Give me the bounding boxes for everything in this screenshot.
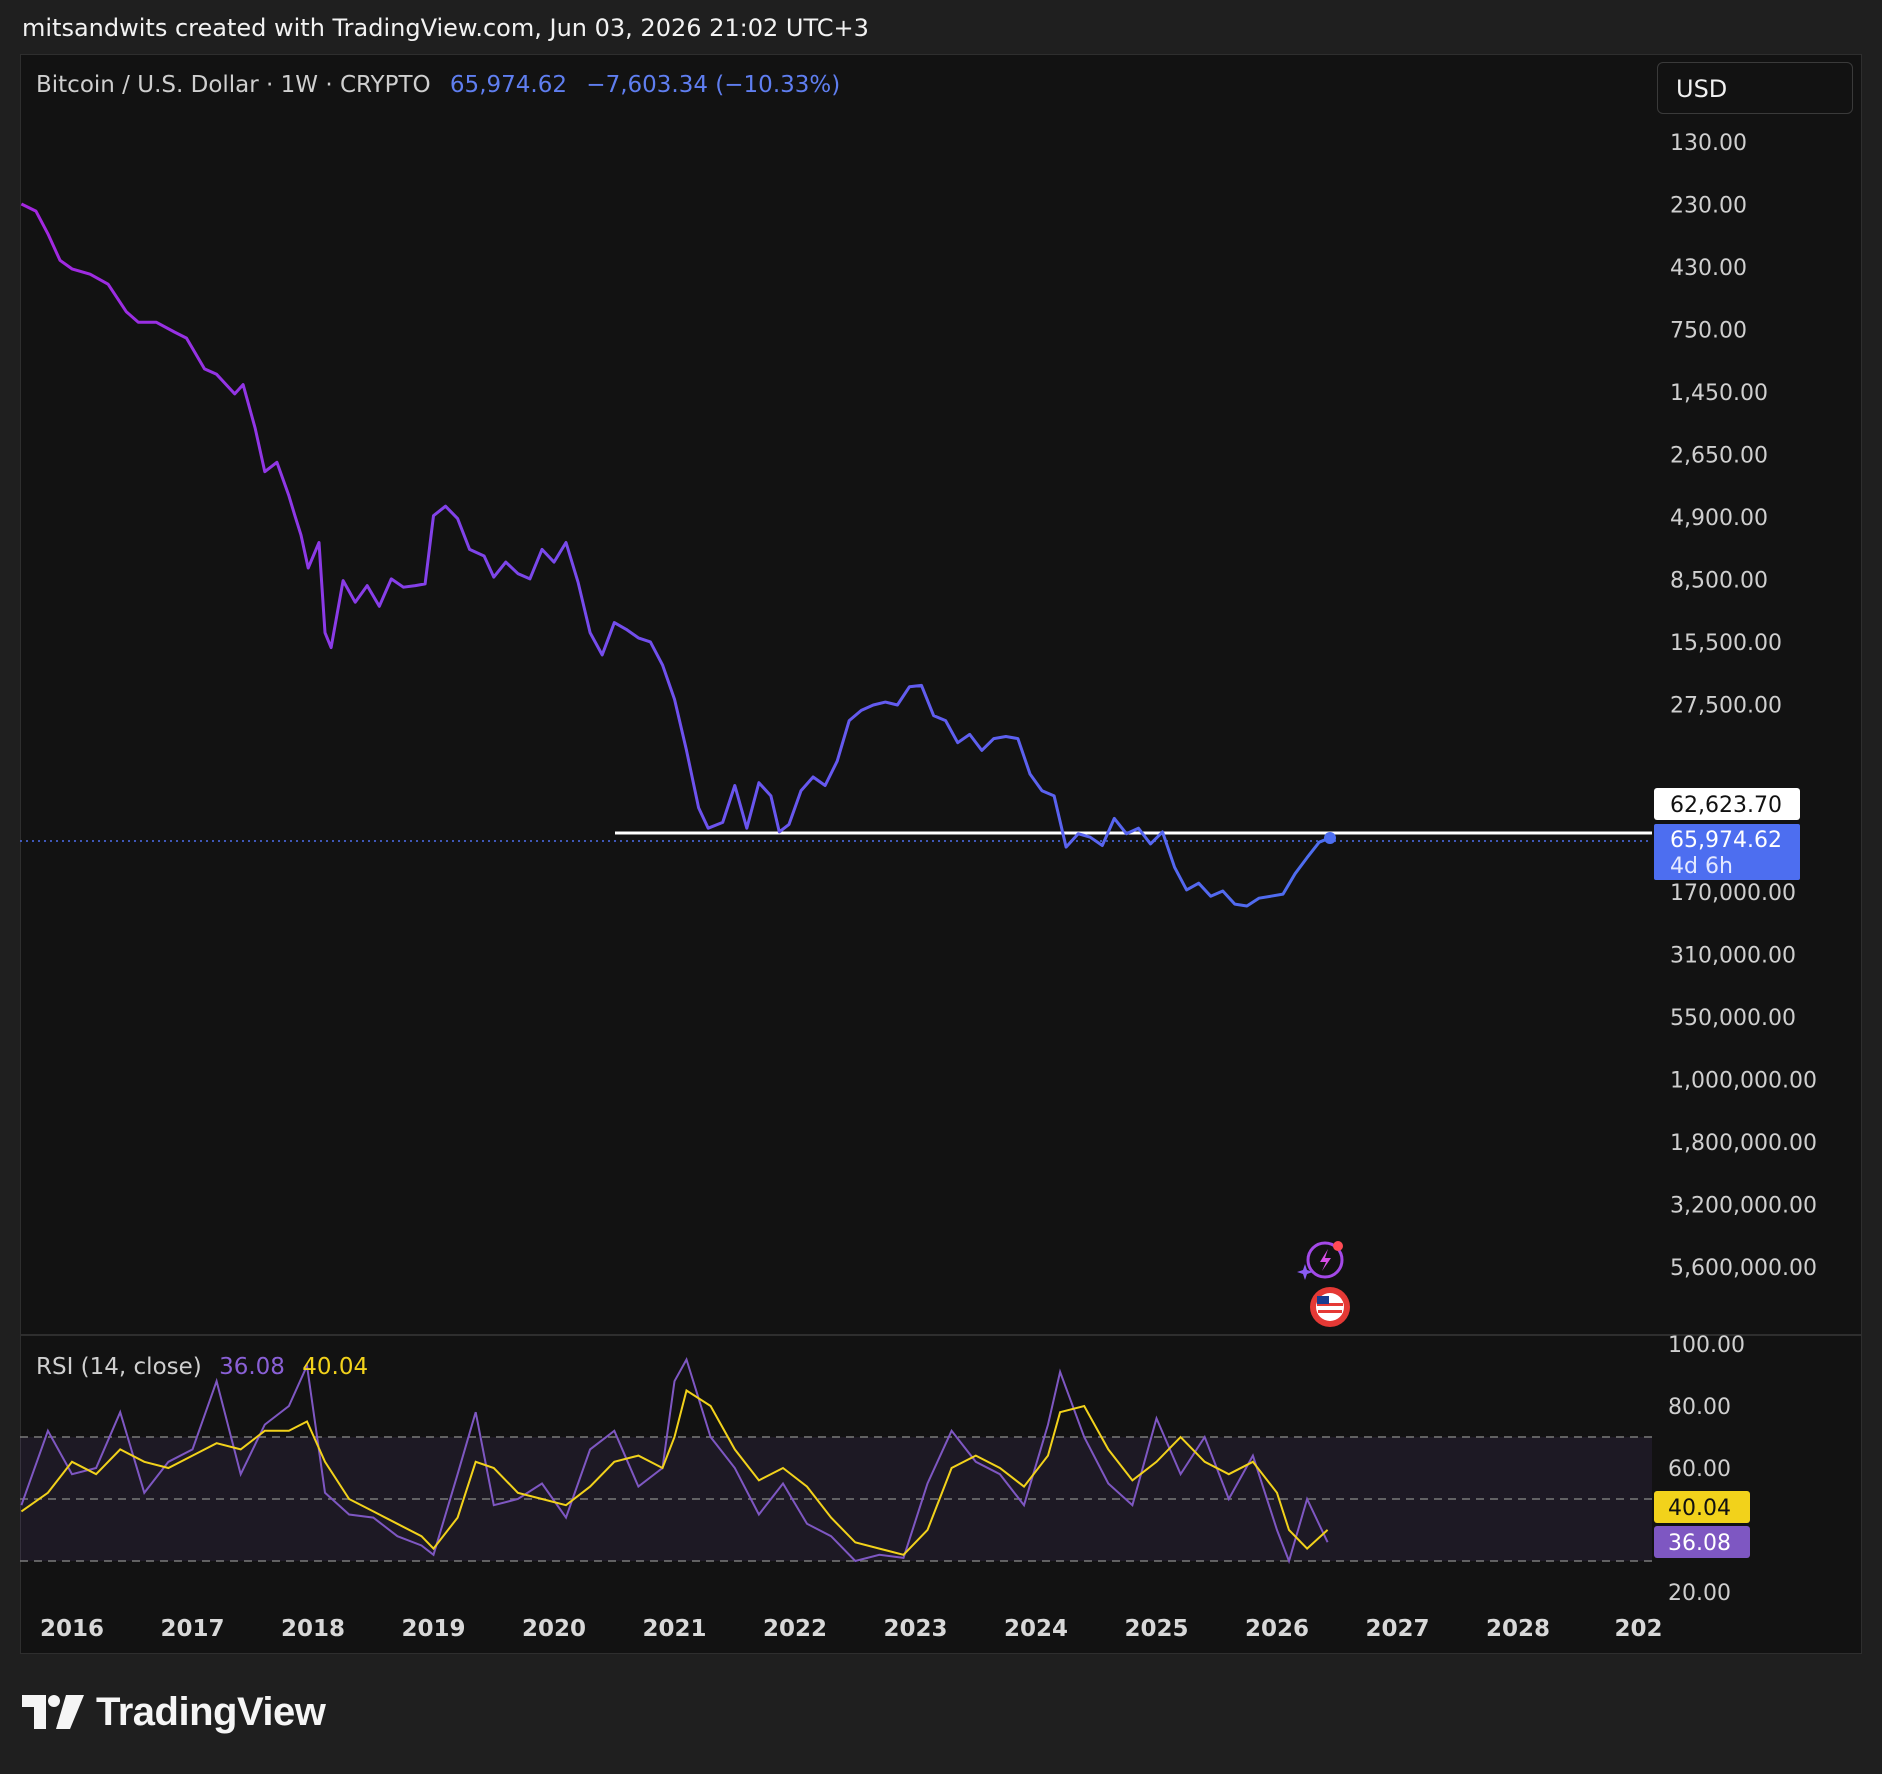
time-axis-tick: 202 bbox=[1614, 1616, 1662, 1642]
rsi-axis[interactable]: 100.00 80.00 60.00 20.00 bbox=[1668, 1333, 1745, 1606]
rsi-ma-value: 40.04 bbox=[302, 1354, 369, 1380]
time-axis[interactable]: 2016 2017 2018 2019 2020 2021 2022 2023 2024 2025… bbox=[40, 1616, 1663, 1642]
price-axis-tick: 4,900.00 bbox=[1670, 506, 1768, 531]
symbol-title: Bitcoin / U.S. Dollar · 1W · CRYPTO bbox=[36, 72, 431, 98]
rsi-axis-tick: 60.00 bbox=[1668, 1457, 1731, 1482]
rsi-ma-series-line bbox=[20, 1388, 1329, 1556]
time-axis-tick: 2028 bbox=[1486, 1616, 1550, 1642]
symbol-change: −7,603.34 (−10.33%) bbox=[586, 72, 841, 98]
price-axis-tick: 27,500.00 bbox=[1670, 694, 1782, 719]
price-series-line bbox=[20, 202, 1329, 908]
rsi-axis-tick: 20.00 bbox=[1668, 1581, 1731, 1606]
rsi-axis-tick: 100.00 bbox=[1668, 1333, 1745, 1358]
rsi-value-badge-label: 36.08 bbox=[1668, 1531, 1731, 1556]
last-price-label: 65,974.62 bbox=[1670, 828, 1782, 853]
time-axis-tick: 2021 bbox=[642, 1616, 706, 1642]
rsi-value: 36.08 bbox=[219, 1354, 285, 1380]
price-axis-tick: 1,450.00 bbox=[1670, 381, 1768, 406]
time-axis-tick: 2022 bbox=[763, 1616, 827, 1642]
price-axis-tick: 15,500.00 bbox=[1670, 631, 1782, 656]
price-axis-tick: 8,500.00 bbox=[1670, 569, 1768, 594]
price-axis-tick: 1,000,000.00 bbox=[1670, 1069, 1817, 1094]
price-axis-tick: 5,600,000.00 bbox=[1670, 1256, 1817, 1281]
chart-frame bbox=[20, 54, 1862, 1654]
time-axis-tick: 2026 bbox=[1245, 1616, 1309, 1642]
rsi-series-line bbox=[20, 1356, 1329, 1565]
last-price-dot bbox=[1324, 832, 1336, 844]
time-axis-tick: 2024 bbox=[1004, 1616, 1068, 1642]
price-axis-tick: 550,000.00 bbox=[1670, 1006, 1796, 1031]
rsi-legend[interactable]: RSI (14, close) 36.08 40.04 bbox=[36, 1354, 368, 1380]
price-pane[interactable]: 130.00 230.00 430.00 750.00 1,450.00 2,650.00… bbox=[20, 131, 1817, 1327]
time-axis-tick: 2023 bbox=[883, 1616, 947, 1642]
line-level-badge: 62,623.70 bbox=[1654, 788, 1800, 820]
rsi-title: RSI (14, close) bbox=[36, 1354, 202, 1380]
time-axis-tick: 2019 bbox=[401, 1616, 465, 1642]
rsi-value-badge: 36.08 bbox=[1654, 1526, 1750, 1558]
time-axis-tick: 2017 bbox=[160, 1616, 224, 1642]
price-axis-tick: 430.00 bbox=[1670, 256, 1747, 281]
rsi-pane[interactable]: 100.00 80.00 60.00 20.00 40.04 36.08 bbox=[20, 1333, 1750, 1606]
chart-canvas[interactable]: 130.00 230.00 430.00 750.00 1,450.00 2,650.00… bbox=[20, 54, 1862, 1654]
time-axis-tick: 2020 bbox=[522, 1616, 586, 1642]
rsi-ma-badge-label: 40.04 bbox=[1668, 1496, 1731, 1521]
price-axis-tick: 2,650.00 bbox=[1670, 444, 1768, 469]
countdown-label: 4d 6h bbox=[1670, 854, 1733, 879]
line-level-label: 62,623.70 bbox=[1670, 793, 1782, 818]
time-axis-tick: 2016 bbox=[40, 1616, 104, 1642]
brand-name: TradingView bbox=[96, 1689, 326, 1734]
lightning-sparkle-icon[interactable] bbox=[1297, 1241, 1344, 1280]
last-price-badge: 65,974.62 4d 6h bbox=[1654, 824, 1800, 880]
rsi-axis-tick: 80.00 bbox=[1668, 1395, 1731, 1420]
price-axis[interactable]: 130.00 230.00 430.00 750.00 1,450.00 2,650.00… bbox=[1670, 131, 1817, 1281]
rsi-ma-badge: 40.04 bbox=[1654, 1491, 1750, 1523]
price-axis-tick: 130.00 bbox=[1670, 131, 1747, 156]
tradingview-logo-icon bbox=[22, 1695, 84, 1729]
price-axis-tick: 3,200,000.00 bbox=[1670, 1194, 1817, 1219]
currency-button[interactable]: USD bbox=[1657, 62, 1853, 114]
price-axis-tick: 170,000.00 bbox=[1670, 881, 1796, 906]
us-flag-icon[interactable] bbox=[1310, 1287, 1350, 1327]
price-axis-tick: 310,000.00 bbox=[1670, 944, 1796, 969]
symbol-legend[interactable]: Bitcoin / U.S. Dollar · 1W · CRYPTO 65,9… bbox=[36, 72, 840, 98]
time-axis-tick: 2027 bbox=[1365, 1616, 1429, 1642]
tradingview-brand[interactable]: TradingView bbox=[22, 1689, 326, 1734]
symbol-price: 65,974.62 bbox=[449, 72, 567, 98]
price-axis-tick: 1,800,000.00 bbox=[1670, 1131, 1817, 1156]
price-axis-tick: 750.00 bbox=[1670, 319, 1747, 344]
time-axis-tick: 2018 bbox=[281, 1616, 345, 1642]
chart-attribution: mitsandwits created with TradingView.com… bbox=[22, 14, 869, 42]
price-axis-tick: 230.00 bbox=[1670, 194, 1747, 219]
time-axis-tick: 2025 bbox=[1124, 1616, 1188, 1642]
